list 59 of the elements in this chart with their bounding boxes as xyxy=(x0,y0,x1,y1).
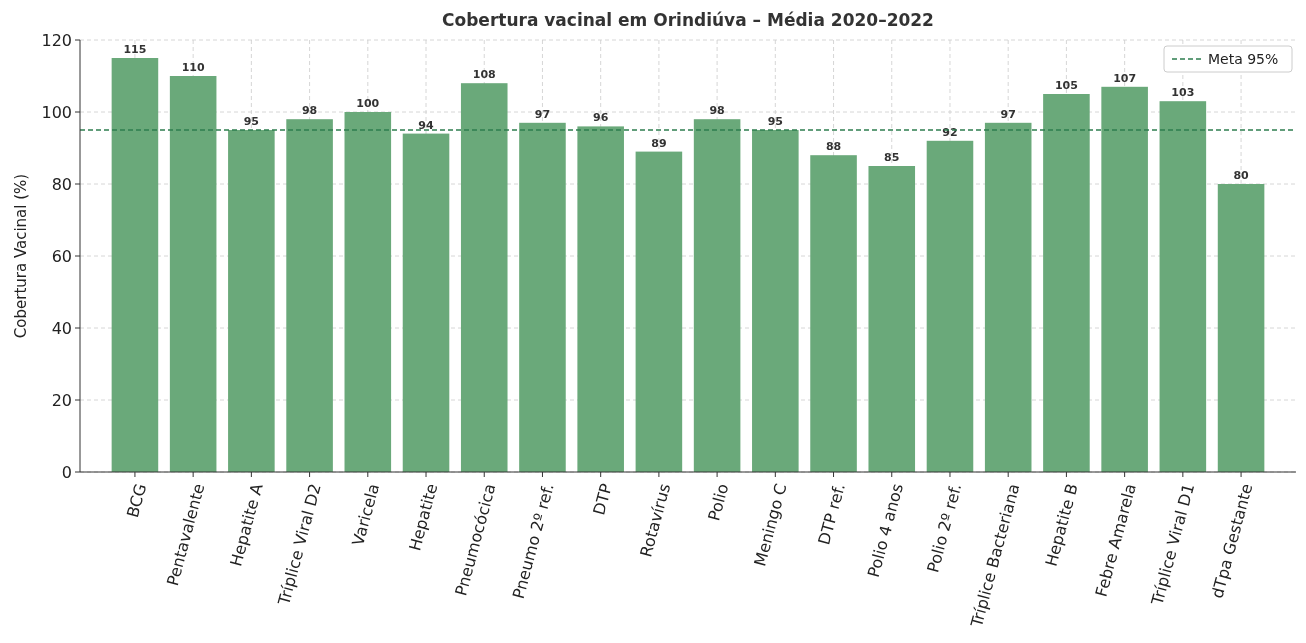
bar xyxy=(402,133,450,472)
y-tick-label: 40 xyxy=(51,318,72,338)
x-tick-label: Polio 4 anos xyxy=(863,481,908,580)
y-tick-label: 60 xyxy=(51,246,72,266)
y-tick-label: 20 xyxy=(51,390,72,410)
data-label: 107 xyxy=(1113,71,1137,85)
bar xyxy=(228,130,275,472)
data-label: 100 xyxy=(356,97,380,110)
data-label: 97 xyxy=(1000,107,1016,121)
data-label: 95 xyxy=(243,115,260,128)
bar xyxy=(169,76,217,472)
bar xyxy=(868,166,916,472)
legend-label: Meta 95% xyxy=(1208,50,1279,67)
data-label: 98 xyxy=(301,104,318,118)
bar xyxy=(752,130,799,472)
bar xyxy=(1043,94,1090,472)
y-tick-label: 80 xyxy=(51,174,72,194)
bar xyxy=(635,151,683,472)
data-label: 97 xyxy=(534,107,551,121)
data-label: 96 xyxy=(593,111,609,125)
y-tick-label: 100 xyxy=(41,102,72,122)
bar xyxy=(926,140,974,472)
data-label: 89 xyxy=(651,136,667,150)
bar xyxy=(460,83,508,472)
bar xyxy=(1159,101,1207,472)
x-tick-label: Pneumo 2º ref. xyxy=(508,481,558,601)
bar xyxy=(577,126,624,472)
bar xyxy=(693,119,741,472)
y-tick-label: 0 xyxy=(61,462,72,482)
data-label: 94 xyxy=(418,118,435,132)
x-tick-label: Tríplice Viral D1 xyxy=(1147,481,1199,608)
x-tick-label: DTP ref. xyxy=(814,481,849,547)
y-axis-title: Cobertura Vacinal (%) xyxy=(12,173,30,339)
data-label: 105 xyxy=(1054,79,1078,92)
x-tick-label: DTP xyxy=(589,481,617,518)
bar xyxy=(984,122,1032,472)
x-tick-label: Tríplice Viral D2 xyxy=(273,481,325,608)
x-tick-label: Polio 2º ref. xyxy=(923,481,966,575)
bar xyxy=(1217,184,1265,472)
chart-title: Cobertura vacinal em Orindiúva – Média 2020–2022 xyxy=(442,10,934,30)
x-tick-label: Polio xyxy=(704,481,733,523)
data-label: 85 xyxy=(884,151,900,164)
data-label: 80 xyxy=(1233,169,1250,182)
data-label: 88 xyxy=(825,140,842,154)
bar xyxy=(519,122,566,472)
data-label: 110 xyxy=(181,61,205,74)
bar xyxy=(1101,86,1148,472)
data-label: 108 xyxy=(472,68,496,82)
bar xyxy=(286,119,333,472)
y-tick-label: 120 xyxy=(41,30,72,50)
bar xyxy=(810,155,857,472)
data-label: 115 xyxy=(123,43,147,56)
bar xyxy=(344,112,392,472)
data-label: 98 xyxy=(709,104,725,118)
x-tick-label: BCG xyxy=(122,481,151,520)
data-label: 95 xyxy=(767,115,783,128)
bar xyxy=(111,58,159,472)
x-tick-label: Febre Amarela xyxy=(1091,481,1140,599)
data-label: 103 xyxy=(1171,86,1195,100)
